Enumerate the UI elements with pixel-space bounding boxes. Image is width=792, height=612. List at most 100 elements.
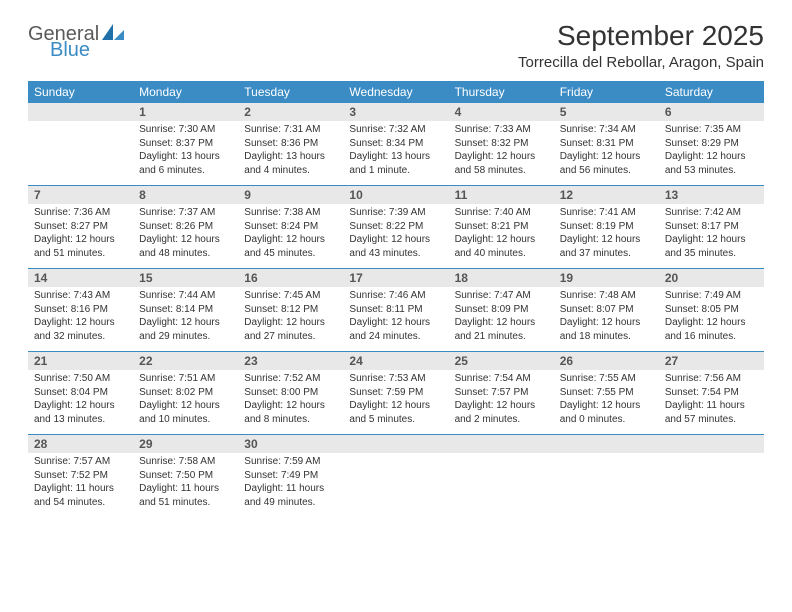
sunset-text: Sunset: 8:26 PM <box>139 220 232 234</box>
day-header-sat: Saturday <box>659 81 764 103</box>
day-details: Sunrise: 7:40 AMSunset: 8:21 PMDaylight:… <box>449 204 554 264</box>
daylight-text-2: and 45 minutes. <box>244 247 337 261</box>
day-number: 7 <box>28 186 133 204</box>
sunrise-text: Sunrise: 7:42 AM <box>665 206 758 220</box>
calendar-week: 7Sunrise: 7:36 AMSunset: 8:27 PMDaylight… <box>28 186 764 269</box>
day-number: 3 <box>343 103 448 121</box>
daylight-text-1: Daylight: 12 hours <box>34 316 127 330</box>
day-header-row: Sunday Monday Tuesday Wednesday Thursday… <box>28 81 764 103</box>
daylight-text-2: and 53 minutes. <box>665 164 758 178</box>
location-subtitle: Torrecilla del Rebollar, Aragon, Spain <box>518 54 764 71</box>
calendar-cell: 22Sunrise: 7:51 AMSunset: 8:02 PMDayligh… <box>133 352 238 434</box>
sunrise-text: Sunrise: 7:49 AM <box>665 289 758 303</box>
calendar-cell: 21Sunrise: 7:50 AMSunset: 8:04 PMDayligh… <box>28 352 133 434</box>
daylight-text-2: and 57 minutes. <box>665 413 758 427</box>
sunset-text: Sunset: 8:19 PM <box>560 220 653 234</box>
daylight-text-2: and 21 minutes. <box>455 330 548 344</box>
calendar-cell: 26Sunrise: 7:55 AMSunset: 7:55 PMDayligh… <box>554 352 659 434</box>
sunrise-text: Sunrise: 7:53 AM <box>349 372 442 386</box>
sunset-text: Sunset: 8:16 PM <box>34 303 127 317</box>
sunset-text: Sunset: 8:12 PM <box>244 303 337 317</box>
calendar-cell: 8Sunrise: 7:37 AMSunset: 8:26 PMDaylight… <box>133 186 238 268</box>
calendar-week: 1Sunrise: 7:30 AMSunset: 8:37 PMDaylight… <box>28 103 764 186</box>
calendar-cell: 19Sunrise: 7:48 AMSunset: 8:07 PMDayligh… <box>554 269 659 351</box>
daylight-text-1: Daylight: 12 hours <box>139 316 232 330</box>
daylight-text-1: Daylight: 12 hours <box>244 316 337 330</box>
sunset-text: Sunset: 7:52 PM <box>34 469 127 483</box>
calendar-cell: 24Sunrise: 7:53 AMSunset: 7:59 PMDayligh… <box>343 352 448 434</box>
sunset-text: Sunset: 8:04 PM <box>34 386 127 400</box>
page-header: General Blue September 2025 Torrecilla d… <box>28 20 764 71</box>
daylight-text-1: Daylight: 12 hours <box>349 316 442 330</box>
day-number: 18 <box>449 269 554 287</box>
day-number: 12 <box>554 186 659 204</box>
day-details: Sunrise: 7:37 AMSunset: 8:26 PMDaylight:… <box>133 204 238 264</box>
calendar-cell: 12Sunrise: 7:41 AMSunset: 8:19 PMDayligh… <box>554 186 659 268</box>
daylight-text-2: and 6 minutes. <box>139 164 232 178</box>
sunset-text: Sunset: 8:37 PM <box>139 137 232 151</box>
calendar-cell: 4Sunrise: 7:33 AMSunset: 8:32 PMDaylight… <box>449 103 554 185</box>
sunrise-text: Sunrise: 7:51 AM <box>139 372 232 386</box>
day-header-tue: Tuesday <box>238 81 343 103</box>
daylight-text-2: and 8 minutes. <box>244 413 337 427</box>
day-number <box>659 435 764 453</box>
sunset-text: Sunset: 8:07 PM <box>560 303 653 317</box>
sunrise-text: Sunrise: 7:48 AM <box>560 289 653 303</box>
calendar-cell: 16Sunrise: 7:45 AMSunset: 8:12 PMDayligh… <box>238 269 343 351</box>
day-number: 4 <box>449 103 554 121</box>
day-details: Sunrise: 7:57 AMSunset: 7:52 PMDaylight:… <box>28 453 133 513</box>
daylight-text-1: Daylight: 12 hours <box>34 233 127 247</box>
day-details: Sunrise: 7:47 AMSunset: 8:09 PMDaylight:… <box>449 287 554 347</box>
daylight-text-2: and 24 minutes. <box>349 330 442 344</box>
calendar-cell: 2Sunrise: 7:31 AMSunset: 8:36 PMDaylight… <box>238 103 343 185</box>
calendar-cell: 25Sunrise: 7:54 AMSunset: 7:57 PMDayligh… <box>449 352 554 434</box>
daylight-text-1: Daylight: 12 hours <box>665 150 758 164</box>
sunset-text: Sunset: 8:11 PM <box>349 303 442 317</box>
day-details: Sunrise: 7:32 AMSunset: 8:34 PMDaylight:… <box>343 121 448 181</box>
daylight-text-1: Daylight: 11 hours <box>34 482 127 496</box>
day-number: 2 <box>238 103 343 121</box>
daylight-text-2: and 18 minutes. <box>560 330 653 344</box>
daylight-text-2: and 58 minutes. <box>455 164 548 178</box>
sunset-text: Sunset: 8:27 PM <box>34 220 127 234</box>
calendar-cell: 1Sunrise: 7:30 AMSunset: 8:37 PMDaylight… <box>133 103 238 185</box>
calendar-cell: 11Sunrise: 7:40 AMSunset: 8:21 PMDayligh… <box>449 186 554 268</box>
day-details: Sunrise: 7:50 AMSunset: 8:04 PMDaylight:… <box>28 370 133 430</box>
daylight-text-2: and 13 minutes. <box>34 413 127 427</box>
sunset-text: Sunset: 7:50 PM <box>139 469 232 483</box>
sunset-text: Sunset: 8:31 PM <box>560 137 653 151</box>
weeks-container: 1Sunrise: 7:30 AMSunset: 8:37 PMDaylight… <box>28 103 764 517</box>
calendar-cell: 20Sunrise: 7:49 AMSunset: 8:05 PMDayligh… <box>659 269 764 351</box>
daylight-text-2: and 32 minutes. <box>34 330 127 344</box>
daylight-text-2: and 10 minutes. <box>139 413 232 427</box>
daylight-text-1: Daylight: 11 hours <box>665 399 758 413</box>
day-number <box>343 435 448 453</box>
sunrise-text: Sunrise: 7:39 AM <box>349 206 442 220</box>
day-number: 13 <box>659 186 764 204</box>
daylight-text-1: Daylight: 12 hours <box>139 399 232 413</box>
daylight-text-2: and 48 minutes. <box>139 247 232 261</box>
month-title: September 2025 <box>518 20 764 52</box>
day-number: 28 <box>28 435 133 453</box>
day-number <box>554 435 659 453</box>
daylight-text-1: Daylight: 13 hours <box>139 150 232 164</box>
calendar-cell: 23Sunrise: 7:52 AMSunset: 8:00 PMDayligh… <box>238 352 343 434</box>
sunrise-text: Sunrise: 7:35 AM <box>665 123 758 137</box>
sunrise-text: Sunrise: 7:41 AM <box>560 206 653 220</box>
calendar-cell: 28Sunrise: 7:57 AMSunset: 7:52 PMDayligh… <box>28 435 133 517</box>
calendar-cell: 30Sunrise: 7:59 AMSunset: 7:49 PMDayligh… <box>238 435 343 517</box>
day-number: 21 <box>28 352 133 370</box>
daylight-text-1: Daylight: 12 hours <box>455 399 548 413</box>
day-number: 10 <box>343 186 448 204</box>
day-number: 23 <box>238 352 343 370</box>
daylight-text-1: Daylight: 12 hours <box>34 399 127 413</box>
calendar-grid: Sunday Monday Tuesday Wednesday Thursday… <box>28 81 764 517</box>
day-details: Sunrise: 7:53 AMSunset: 7:59 PMDaylight:… <box>343 370 448 430</box>
sunrise-text: Sunrise: 7:37 AM <box>139 206 232 220</box>
daylight-text-1: Daylight: 12 hours <box>244 233 337 247</box>
day-details: Sunrise: 7:58 AMSunset: 7:50 PMDaylight:… <box>133 453 238 513</box>
day-details: Sunrise: 7:36 AMSunset: 8:27 PMDaylight:… <box>28 204 133 264</box>
logo-text-wrap: General Blue <box>28 24 124 64</box>
day-number: 1 <box>133 103 238 121</box>
calendar-cell <box>28 103 133 185</box>
